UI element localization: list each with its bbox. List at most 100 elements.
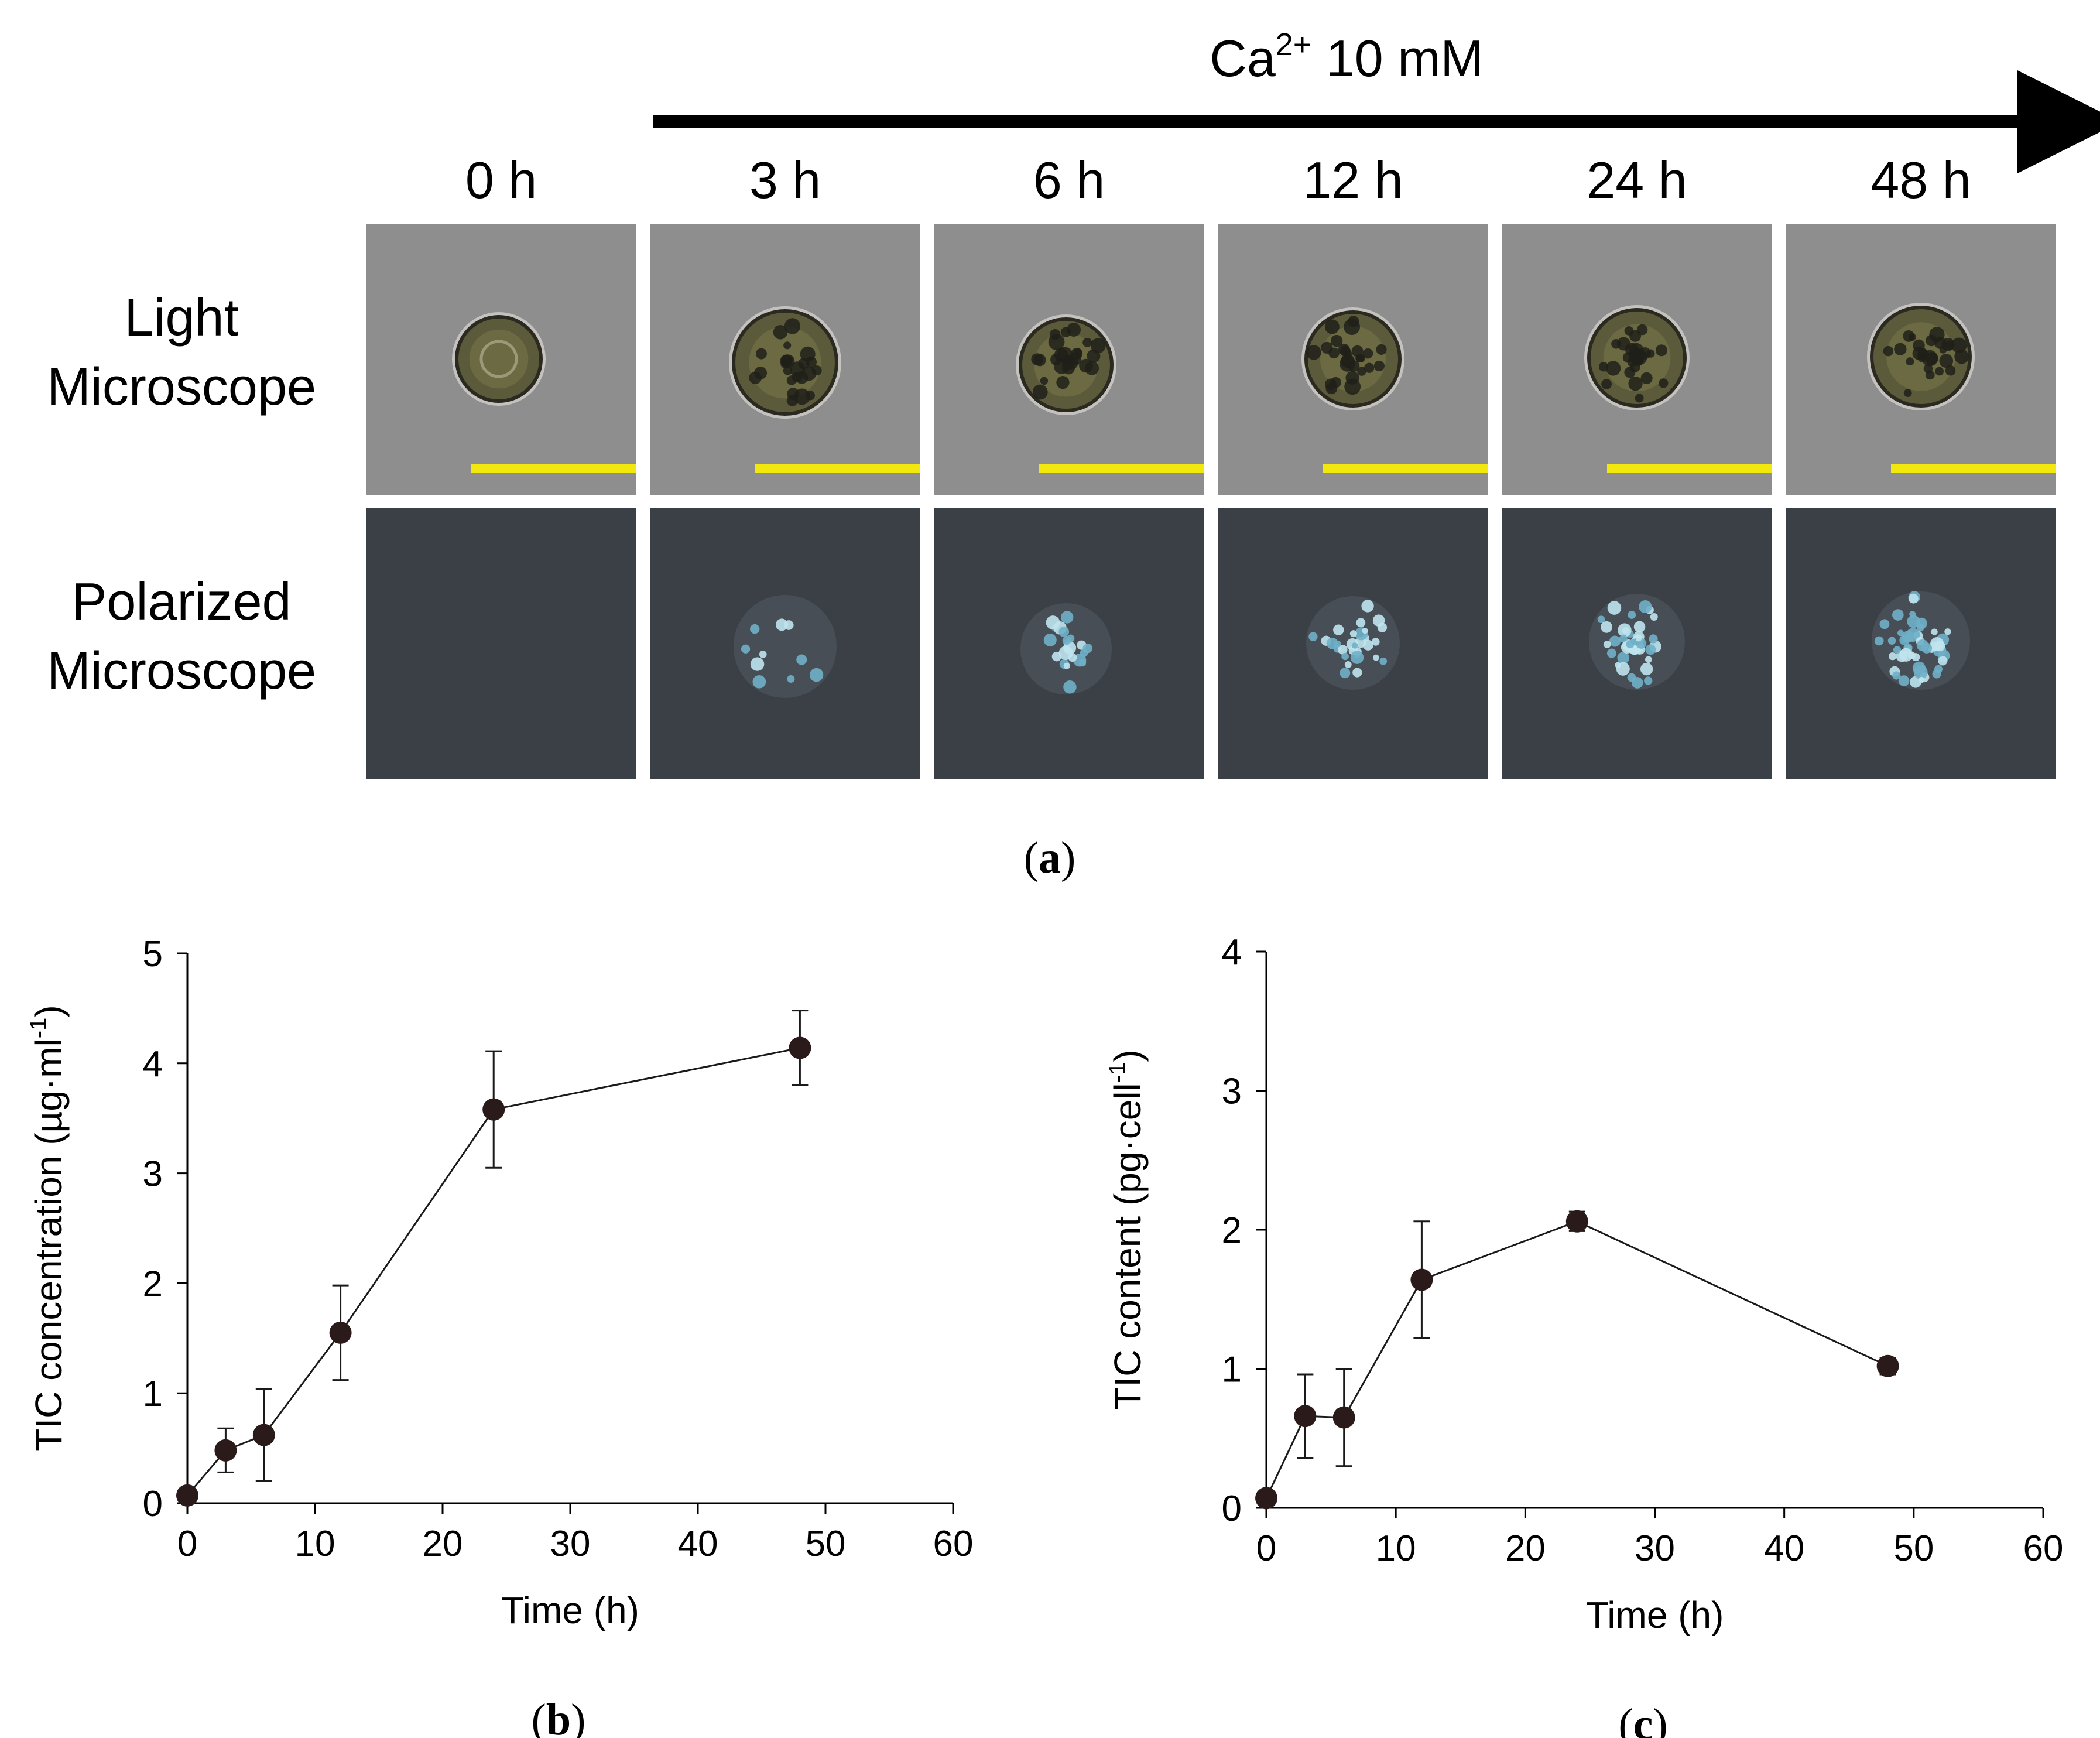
light-micrograph [366, 224, 636, 495]
row-label-line: Light [124, 289, 238, 347]
y-tick-label: 2 [143, 1264, 163, 1304]
polarized-micrograph [366, 508, 636, 779]
polarized-micrograph [1502, 508, 1772, 779]
polarized-micrograph [1218, 508, 1488, 779]
data-point [329, 1321, 352, 1344]
time-label: 0 h [465, 151, 537, 209]
data-point [482, 1098, 505, 1121]
caption-letter: b [546, 1695, 571, 1738]
row-label-line: Microscope [47, 358, 316, 416]
y-tick-label: 4 [143, 1044, 163, 1084]
light-micrograph [934, 224, 1204, 495]
polarized-micrograph [934, 508, 1204, 779]
caption-open: ( [532, 1695, 546, 1738]
x-axis-label: Time (h) [501, 1589, 639, 1631]
time-label: 3 h [749, 151, 821, 209]
chart-c-tic-content: 0 10 20 30 40 50 60 0 1 2 3 4 Time (h) TIC content (p… [1105, 932, 2063, 1738]
x-tick-label: 50 [1893, 1528, 1934, 1569]
row-labels: Light Microscope Polarized Microscope [47, 289, 316, 700]
x-tick-label: 50 [806, 1524, 846, 1564]
data-point [1294, 1405, 1317, 1428]
y-axis-label-sup: -1 [26, 1018, 52, 1039]
data-point [214, 1439, 237, 1462]
scale-bar [471, 464, 636, 473]
scale-bar [1039, 464, 1204, 473]
row-label-polarized: Polarized Microscope [47, 573, 316, 700]
caption-open: ( [1618, 1700, 1633, 1738]
caption-close: ) [571, 1695, 585, 1738]
x-tick-label: 60 [2023, 1528, 2064, 1569]
y-axis-label-sup: -1 [1105, 1062, 1130, 1083]
y-axis-label-end: ) [1106, 1049, 1149, 1062]
x-tick-label: 10 [1376, 1528, 1416, 1569]
light-micrograph [1786, 224, 2056, 495]
y-axis-label-main: TIC content (pg·cell [1106, 1083, 1149, 1409]
y-axis-label: TIC content (pg·cell-1) [1105, 1049, 1149, 1409]
x-tick-label: 0 [177, 1524, 197, 1564]
time-label: 12 h [1303, 151, 1403, 209]
x-axis-label: Time (h) [1586, 1594, 1724, 1636]
data-point [1565, 1210, 1588, 1233]
chart-caption: (c) [1618, 1700, 1667, 1738]
y-axis-label-end: ) [28, 1005, 70, 1017]
chart-b-tic-concentration: 0 10 20 30 40 50 60 0 1 2 3 4 5 Time (h) TIC concentra… [26, 934, 973, 1738]
time-label: 6 h [1033, 151, 1105, 209]
treatment-ion: Ca [1210, 29, 1276, 87]
data-point [176, 1484, 198, 1507]
data-point [1876, 1354, 1899, 1377]
data-point [252, 1424, 275, 1446]
y-tick-label: 3 [143, 1154, 163, 1195]
scale-bar [1323, 464, 1488, 473]
light-micrograph [1218, 224, 1488, 495]
y-tick-label: 1 [143, 1374, 163, 1414]
data-point [1332, 1406, 1355, 1429]
caption-open: ( [1024, 833, 1039, 882]
light-micrograph [1502, 224, 1772, 495]
panel-a-caption: (a) [1024, 833, 1076, 882]
time-label: 24 h [1587, 151, 1687, 209]
y-tick-label: 3 [1222, 1072, 1242, 1112]
caption-close: ) [1061, 833, 1075, 882]
scale-bar [1891, 464, 2056, 473]
y-tick-label: 0 [143, 1484, 163, 1524]
x-tick-label: 10 [295, 1524, 335, 1564]
row-label-light: Light Microscope [47, 289, 316, 416]
x-tick-label: 20 [423, 1524, 463, 1564]
y-tick-label: 1 [1222, 1350, 1242, 1390]
polarized-micrograph [650, 508, 920, 779]
micrograph-grid [366, 224, 2056, 779]
x-tick-label: 30 [1635, 1528, 1675, 1569]
y-axis-label-main: TIC concentration (µg·ml [28, 1038, 70, 1452]
data-point [789, 1036, 811, 1059]
caption-letter: a [1039, 833, 1061, 882]
scale-bar [755, 464, 920, 473]
data-point [1410, 1268, 1433, 1291]
light-micrograph [650, 224, 920, 495]
chart-caption: (b) [532, 1695, 586, 1738]
data-point [1255, 1487, 1277, 1510]
y-tick-label: 2 [1222, 1210, 1242, 1251]
x-tick-label: 40 [678, 1524, 718, 1564]
time-label: 48 h [1871, 151, 1971, 209]
panel-a-micrographs: Ca2+ 10 mM 0 h 3 h 6 h 12 h 24 h 48 h Light Mi… [47, 27, 2100, 882]
polarized-micrograph [1786, 508, 2056, 779]
caption-close: ) [1653, 1700, 1667, 1738]
x-tick-label: 30 [550, 1524, 591, 1564]
y-axis-label: TIC concentration (µg·ml-1) [26, 1005, 70, 1451]
caption-letter: c [1633, 1700, 1653, 1738]
treatment-label: Ca2+ 10 mM [1210, 27, 1483, 87]
y-tick-label: 0 [1222, 1489, 1242, 1529]
row-label-line: Polarized [71, 573, 291, 631]
y-tick-label: 4 [1222, 932, 1242, 973]
treatment-concentration: 10 mM [1311, 29, 1483, 87]
treatment-charge: 2+ [1276, 27, 1312, 62]
x-tick-label: 0 [1256, 1528, 1276, 1569]
scale-bar [1607, 464, 1772, 473]
row-label-line: Microscope [47, 642, 316, 700]
x-tick-label: 20 [1505, 1528, 1546, 1569]
series-line [1265, 1220, 1889, 1499]
y-tick-label: 5 [143, 934, 163, 974]
x-tick-label: 40 [1764, 1528, 1804, 1569]
x-tick-label: 60 [933, 1524, 974, 1564]
